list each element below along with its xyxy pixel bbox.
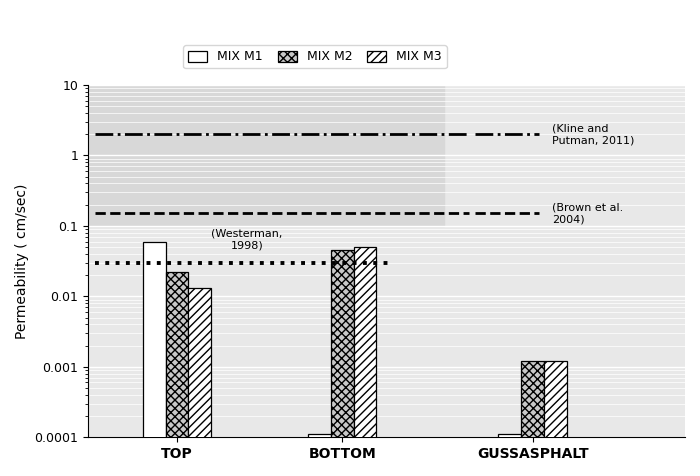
Text: (Brown et al.
2004): (Brown et al. 2004) [552, 203, 623, 224]
Bar [166, 272, 188, 476]
Bar [143, 241, 166, 476]
Bar [354, 247, 377, 476]
Bar [522, 361, 544, 476]
Bar [88, 85, 444, 226]
Bar [308, 435, 330, 476]
Bar [498, 435, 522, 476]
Legend: MIX M1, MIX M2, MIX M3: MIX M1, MIX M2, MIX M3 [183, 45, 447, 69]
Bar [544, 361, 567, 476]
Text: (Westerman,
1998): (Westerman, 1998) [211, 229, 283, 250]
Text: (Kline and
Putman, 2011): (Kline and Putman, 2011) [552, 123, 634, 145]
Bar [469, 85, 622, 437]
Bar [330, 250, 354, 476]
Bar [188, 288, 211, 476]
Y-axis label: Permeability ( cm/sec): Permeability ( cm/sec) [15, 183, 29, 339]
